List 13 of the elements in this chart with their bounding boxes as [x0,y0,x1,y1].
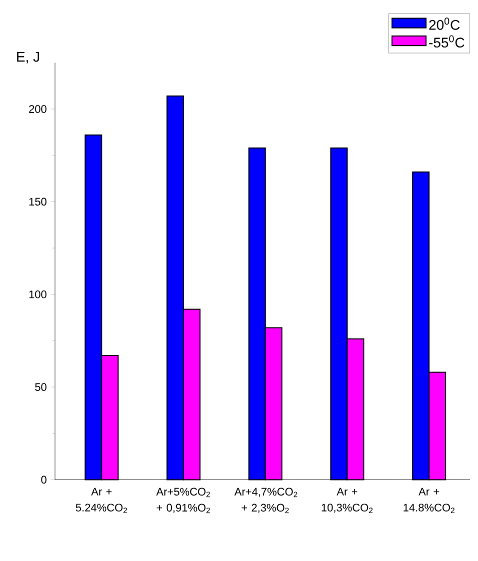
y-tick-label: 200 [29,105,46,113]
category-label: Ar+4,7%CO$_{2}$ + 2,3%O$_{2}$ [234,488,298,514]
y-tick-label: 100 [29,290,46,298]
legend-label: 20$^{0}$C [429,18,460,30]
y-axis-title: E, J [17,52,40,64]
y-tick-label: 50 [35,383,46,391]
x-tick-label: Ar+5%CO$_{2}$ + 0,91%O$_{2}$ [156,488,210,514]
x-tick-label: Ar + 14.8%CO$_{2}$ [404,488,454,514]
x-tick-label: Ar + 5.24%CO$_{2}$ [76,488,128,514]
y-tick-label: 0 [41,476,46,484]
legend-label: -55$^{0}$C [429,35,464,48]
x-tick-label: Ar + 10,3%CO$_{2}$ [322,488,373,514]
y-tick-label: 150 [29,198,46,206]
